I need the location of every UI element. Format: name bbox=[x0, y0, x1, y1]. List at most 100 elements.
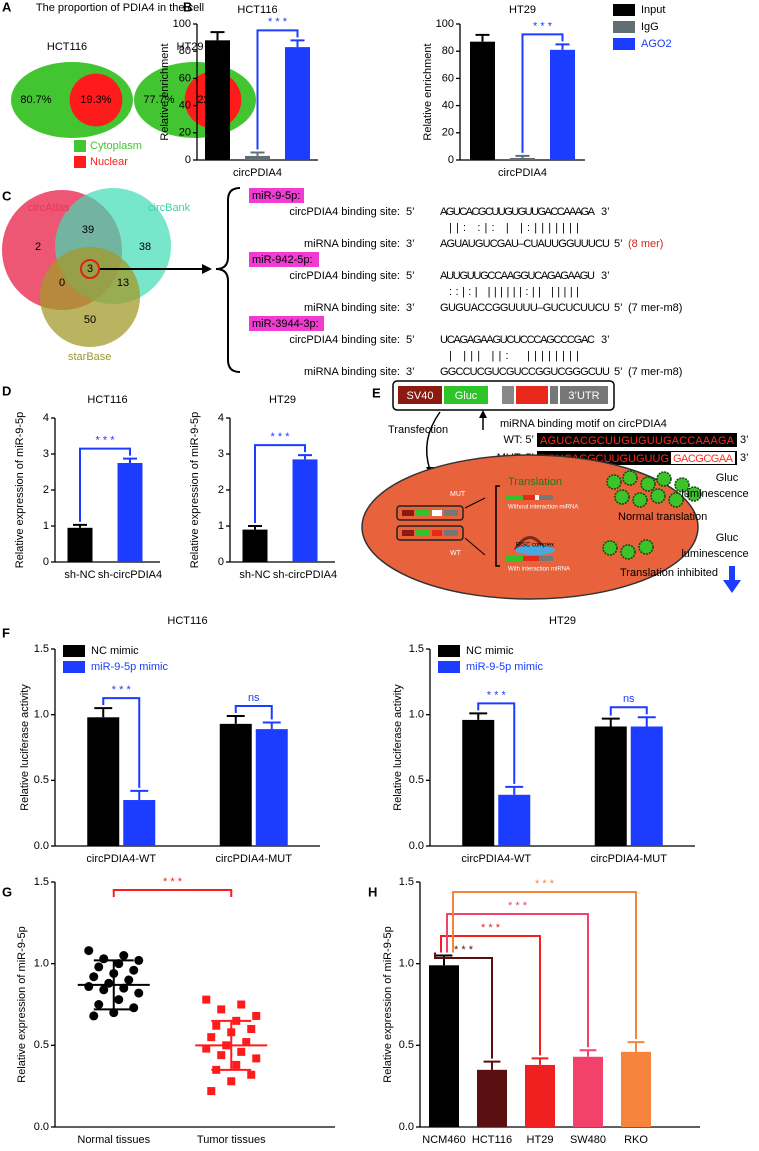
point bbox=[252, 1054, 261, 1063]
nuclear-area bbox=[69, 73, 123, 127]
y-tick-label: 0.0 bbox=[34, 1121, 49, 1133]
sd-whisker bbox=[211, 1019, 252, 1071]
significance-label: * * * bbox=[271, 431, 291, 443]
y-axis-label: Relative luciferase activity bbox=[19, 684, 31, 811]
significance-label: ns bbox=[248, 692, 260, 704]
x-tick-label: RKO bbox=[624, 1134, 648, 1146]
wt-sequence: AGUCACGCUUGUGUUGACCAAAGA bbox=[540, 435, 735, 447]
x-tick-label: sh-NC bbox=[64, 569, 95, 581]
gluc-blob bbox=[656, 471, 672, 487]
point bbox=[227, 1077, 236, 1086]
error-bar bbox=[262, 721, 281, 730]
end-label: 3’ bbox=[601, 206, 610, 218]
mutation-box bbox=[671, 452, 735, 464]
significance-label: * * * bbox=[112, 684, 132, 696]
point bbox=[252, 1011, 261, 1020]
y-tick-label: 0.0 bbox=[34, 840, 49, 852]
segment bbox=[432, 510, 442, 516]
y-tick-label: 60 bbox=[179, 72, 191, 84]
significance-bracket bbox=[521, 33, 564, 153]
point bbox=[207, 1033, 216, 1042]
bar bbox=[255, 729, 288, 846]
legend-label: Nuclear bbox=[90, 156, 128, 168]
point bbox=[94, 1000, 104, 1009]
x-tick-label: sh-circPDIA4 bbox=[273, 569, 337, 581]
bar bbox=[242, 529, 268, 562]
bar bbox=[621, 1051, 651, 1127]
gluc-blob bbox=[620, 544, 636, 560]
point bbox=[134, 955, 144, 965]
venn-count: 2 bbox=[35, 241, 41, 253]
legend-label: Input bbox=[641, 4, 665, 16]
bar bbox=[525, 1064, 555, 1127]
y-tick-label: 0 bbox=[185, 154, 191, 166]
bar bbox=[550, 49, 575, 161]
bar bbox=[292, 459, 318, 562]
venn-label: starBase bbox=[68, 351, 111, 363]
facet-title: HCT116 bbox=[87, 394, 127, 406]
highlight-ring bbox=[80, 259, 100, 279]
panel-label: A bbox=[2, 0, 12, 14]
bar bbox=[67, 527, 93, 562]
y-tick-label: 1 bbox=[43, 520, 49, 532]
bar bbox=[429, 965, 459, 1127]
site-label: circPDIA4 binding site: bbox=[289, 270, 400, 282]
point bbox=[237, 1047, 246, 1056]
gluc-label: luminescence bbox=[681, 488, 748, 500]
gluc-blob bbox=[674, 477, 690, 493]
error-bar bbox=[601, 717, 620, 727]
brace bbox=[215, 187, 241, 373]
x-tick-label: Tumor tissues bbox=[197, 1134, 266, 1146]
without-label: Without interaction miRNA bbox=[508, 505, 578, 511]
point bbox=[89, 972, 99, 982]
point bbox=[84, 982, 94, 992]
arrow-head bbox=[479, 410, 487, 418]
y-axis-label: Relative expression of miR-9-5p bbox=[189, 412, 201, 569]
x-tick-label: HCT116 bbox=[472, 1134, 512, 1146]
x-tick-label: HT29 bbox=[527, 1134, 554, 1146]
site-type: (7 mer-m8) bbox=[628, 366, 682, 378]
significance-bracket bbox=[102, 697, 141, 788]
y-axis-label: Relative expression of miR-9-5p bbox=[382, 926, 394, 1083]
strip bbox=[523, 556, 539, 561]
arrow-head bbox=[202, 264, 212, 274]
site-type: (7 mer-m8) bbox=[628, 302, 682, 314]
y-tick-label: 40 bbox=[442, 100, 454, 112]
venn: circAtlas circBank starBase 2 39 38 0 3 … bbox=[2, 187, 241, 373]
y-tick-label: 80 bbox=[442, 45, 454, 57]
y-tick-label: 2 bbox=[43, 484, 49, 496]
error-bar bbox=[475, 33, 490, 42]
end-label: 3’ bbox=[740, 434, 749, 446]
site-label: miRNA binding site: bbox=[304, 366, 400, 378]
panel-label: H bbox=[368, 884, 377, 899]
risc-label: RISC complex bbox=[516, 543, 554, 549]
y-tick-label: 4 bbox=[218, 412, 224, 424]
bar bbox=[498, 794, 531, 846]
gluc-blob bbox=[606, 474, 622, 490]
x-tick-label: sh-circPDIA4 bbox=[98, 569, 162, 581]
significance-bracket bbox=[446, 913, 589, 1048]
error-bar bbox=[627, 1041, 645, 1052]
end-label: 3’ bbox=[601, 334, 610, 346]
gluc-blob bbox=[602, 540, 618, 556]
end-label: 3’ bbox=[406, 238, 415, 250]
segment bbox=[402, 510, 414, 516]
y-tick-label: 80 bbox=[179, 45, 191, 57]
significance-label: * * * bbox=[481, 922, 501, 934]
panel-label: C bbox=[2, 188, 12, 203]
x-tick-label: Normal tissues bbox=[77, 1134, 150, 1146]
gluc-label: Gluc bbox=[716, 472, 739, 484]
strip bbox=[523, 495, 535, 500]
category-label: HCT116 bbox=[47, 41, 87, 53]
y-tick-label: 1.0 bbox=[34, 709, 49, 721]
legend-swatch bbox=[613, 4, 635, 16]
significance-bracket bbox=[112, 889, 233, 897]
y-tick-label: 1.0 bbox=[409, 709, 424, 721]
end-label: 3’ bbox=[740, 452, 749, 464]
error-bar bbox=[505, 785, 524, 795]
venn-label: circAtlas bbox=[28, 202, 70, 214]
mut-tag: MUT bbox=[450, 491, 466, 498]
significance-label: * * * bbox=[508, 900, 528, 912]
facet-title: HCT116 bbox=[237, 4, 277, 16]
segment bbox=[550, 386, 558, 404]
